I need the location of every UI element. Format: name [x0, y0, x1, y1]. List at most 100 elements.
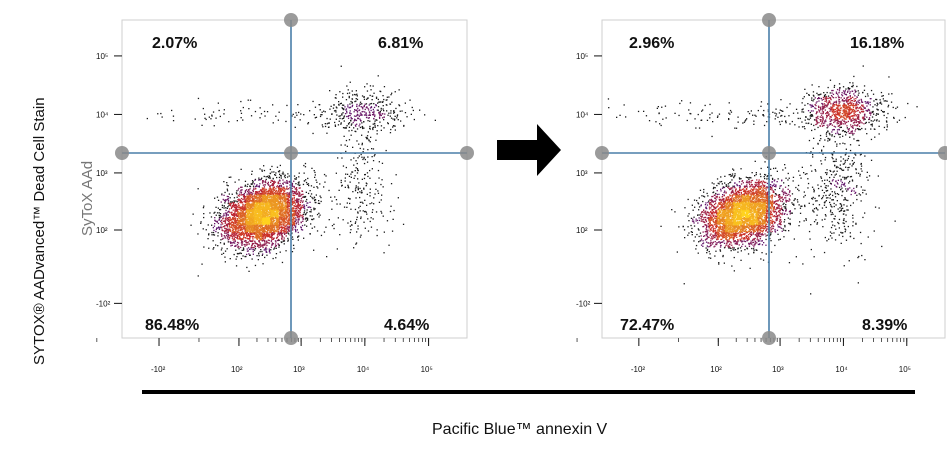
event-dot	[252, 227, 254, 229]
event-dot	[251, 231, 253, 233]
event-dot	[287, 173, 289, 175]
event-dot	[293, 217, 295, 220]
event-dot	[256, 214, 259, 216]
event-dot	[276, 209, 278, 211]
event-dot	[265, 250, 267, 252]
event-dot	[303, 204, 305, 206]
event-dot	[222, 215, 224, 217]
event-dot	[236, 228, 238, 230]
event-dot	[283, 175, 286, 177]
event-dot	[280, 234, 283, 236]
event-dot	[281, 203, 283, 205]
event-dot	[356, 105, 358, 107]
event-dot	[270, 240, 272, 242]
event-dot	[353, 115, 356, 117]
event-dot	[254, 192, 256, 194]
event-dot	[245, 228, 248, 230]
event-dot	[271, 197, 273, 199]
event-dot	[259, 232, 261, 234]
event-dot	[240, 197, 243, 200]
event-dot	[280, 207, 282, 209]
event-dot	[229, 222, 231, 225]
event-dot	[368, 109, 370, 111]
event-dot	[232, 202, 234, 204]
event-dot	[293, 222, 295, 224]
event-dot	[254, 223, 256, 225]
event-dot	[273, 190, 275, 192]
event-dot	[266, 231, 268, 233]
event-dot	[216, 227, 218, 229]
event-dot	[254, 231, 256, 233]
event-dot	[244, 185, 246, 187]
event-dot	[238, 208, 240, 210]
event-dot	[225, 228, 227, 230]
event-dot	[261, 231, 264, 233]
event-dot	[254, 209, 256, 211]
event-dot	[294, 210, 296, 212]
event-dot	[242, 207, 245, 209]
event-dot	[245, 215, 247, 217]
event-dot	[248, 230, 250, 232]
event-dot	[287, 225, 289, 227]
event-dot	[281, 189, 284, 191]
event-dot	[262, 202, 264, 204]
event-dot	[237, 200, 240, 202]
event-dot	[285, 232, 287, 234]
event-dot	[360, 153, 362, 156]
event-dot	[276, 218, 278, 221]
event-dot	[245, 198, 247, 201]
y-tick-label: 10⁵	[96, 52, 108, 61]
event-dot	[258, 233, 260, 235]
event-dot	[263, 232, 265, 234]
event-dot	[287, 203, 289, 205]
event-dot	[226, 212, 228, 214]
event-dot	[274, 245, 276, 248]
event-dot	[287, 240, 289, 242]
event-dot	[297, 212, 300, 215]
event-dot	[393, 112, 395, 114]
event-dot	[262, 181, 264, 183]
event-dot	[357, 192, 359, 194]
event-dot	[292, 209, 294, 211]
event-dot	[235, 226, 238, 228]
event-dot	[220, 201, 222, 203]
event-dot	[227, 218, 229, 221]
event-dot	[249, 213, 252, 215]
event-dot	[347, 104, 349, 106]
event-dot	[254, 242, 256, 245]
event-dot	[246, 237, 248, 239]
event-dot	[263, 211, 265, 213]
event-dot	[265, 243, 267, 245]
event-dot	[249, 193, 251, 195]
event-dot	[212, 248, 214, 250]
event-dot	[245, 226, 248, 228]
event-dot	[262, 227, 265, 229]
event-dot	[381, 101, 384, 103]
event-dot	[299, 216, 301, 218]
event-dot	[363, 188, 365, 190]
event-dot	[272, 177, 274, 180]
event-dot	[300, 227, 302, 229]
event-dot	[251, 243, 253, 245]
event-dot	[291, 187, 293, 190]
event-dot	[354, 190, 357, 192]
event-dot	[227, 185, 229, 187]
event-dot	[261, 226, 263, 228]
event-dot	[221, 194, 223, 196]
event-dot	[275, 188, 277, 190]
event-dot	[296, 189, 298, 191]
event-dot	[248, 192, 250, 195]
event-dot	[261, 213, 263, 215]
event-dot	[301, 206, 303, 209]
event-dot	[270, 236, 272, 238]
event-dot	[293, 202, 296, 204]
event-dot	[239, 236, 241, 238]
event-dot	[340, 122, 342, 124]
event-dot	[277, 224, 279, 226]
event-dot	[295, 223, 297, 225]
event-dot	[350, 100, 352, 103]
event-dot	[275, 222, 277, 224]
event-dot	[242, 213, 245, 215]
event-dot	[295, 225, 297, 227]
event-dot	[294, 226, 297, 228]
